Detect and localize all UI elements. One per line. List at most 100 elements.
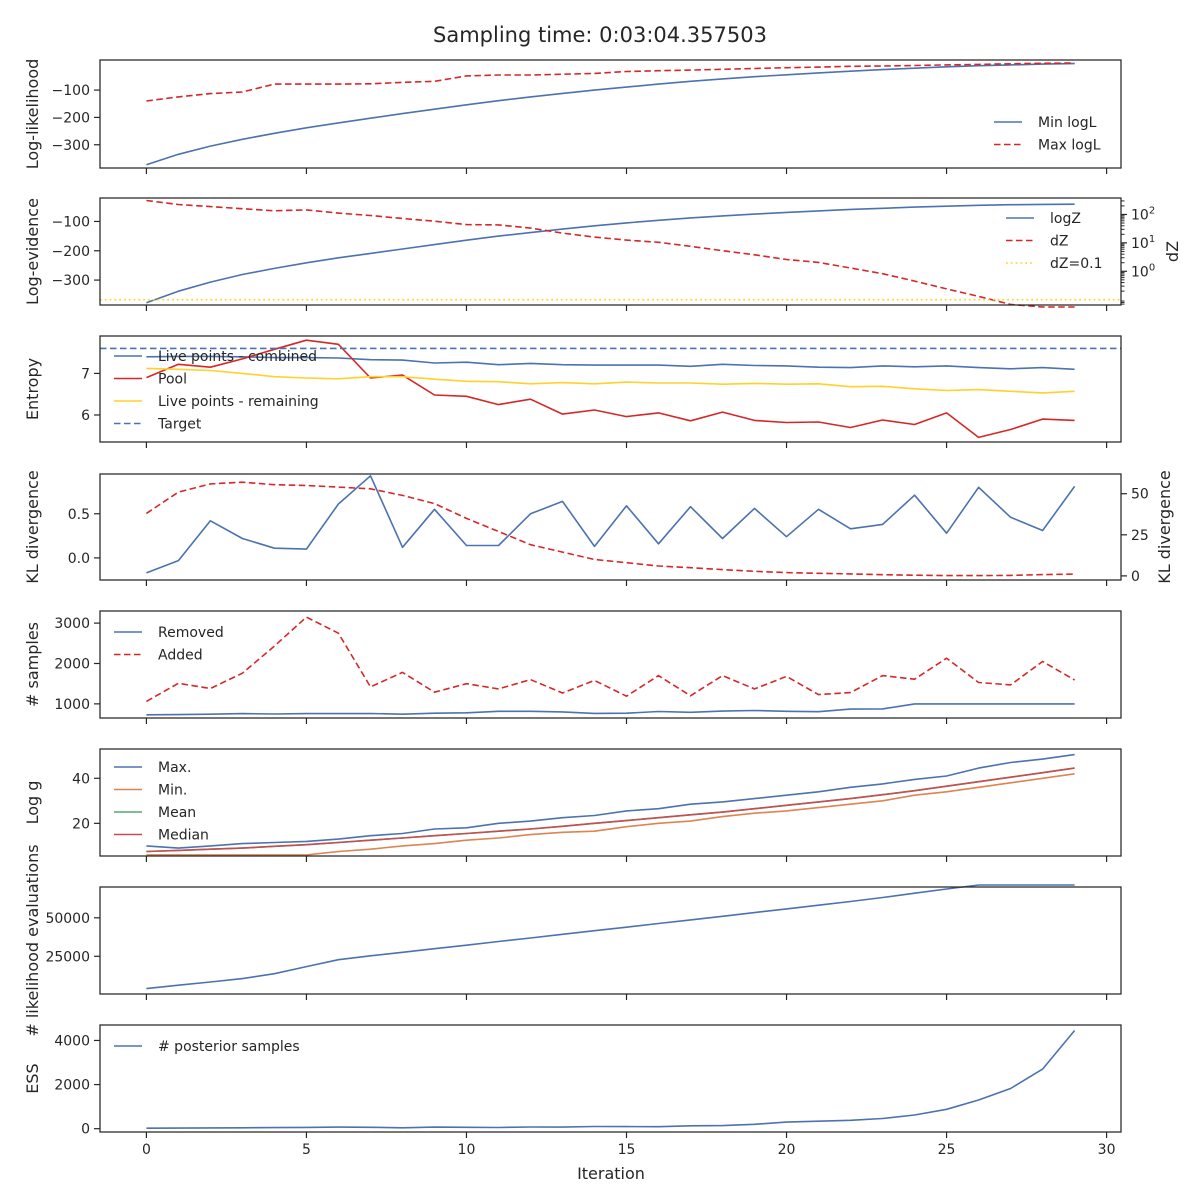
logg-ytick-label: 40 — [72, 771, 90, 787]
logevidence-ylabel: Log-evidence — [23, 198, 42, 305]
xtick-label: 0 — [142, 1142, 151, 1158]
evals-ytick-label: 50000 — [45, 911, 90, 927]
entropy-ytick-label: 7 — [81, 366, 90, 382]
logg-ytick-label: 20 — [72, 816, 90, 832]
ess-legend-label: # posterior samples — [158, 1039, 300, 1055]
evals-ylabel: # likelihood evaluations — [23, 844, 42, 1036]
logevidence-y2tick-label: 100 — [1131, 262, 1155, 280]
loglikelihood-ytick-label: −100 — [52, 83, 90, 99]
kl-series-1 — [145, 481, 1075, 577]
entropy-ylabel: Entropy — [23, 358, 42, 420]
samples-ytick-label: 1000 — [54, 697, 90, 713]
ess-legend: # posterior samples — [114, 1039, 300, 1055]
logg-plot-area — [146, 753, 1075, 856]
logevidence-series-logz — [146, 203, 1075, 304]
loglikelihood-legend-label: Max logL — [1038, 138, 1101, 154]
entropy-series-live-points-combined — [146, 355, 1075, 371]
entropy-series-live-points-remaining — [146, 367, 1075, 394]
xtick-label: 15 — [618, 1142, 636, 1158]
ess-ytick-label: 0 — [81, 1122, 90, 1138]
logg-legend: Max. Min. Mean Median — [114, 760, 209, 844]
kl-ylabel: KL divergence — [23, 470, 42, 583]
logg-series-mean — [146, 767, 1075, 853]
panel-loglikelihood: −100 −200 −300 Log-likelihood Min logL Max lo… — [23, 59, 1122, 174]
samples-frame — [99, 610, 1122, 719]
loglikelihood-ylabel: Log-likelihood — [23, 59, 42, 170]
kl-y2tick-label: 25 — [1131, 528, 1149, 544]
kl-y2tick-label: 50 — [1131, 487, 1149, 503]
ess-ytick-label: 4000 — [54, 1033, 90, 1049]
panel-ess: 0 2000 4000 0 5 10 15 20 25 30 ESS # posterior samp… — [23, 1024, 1122, 1158]
entropy-plot-area — [100, 339, 1121, 439]
logevidence-ytick-label: −100 — [52, 214, 90, 230]
xtick-label: 25 — [938, 1142, 956, 1158]
samples-ytick-label: 2000 — [54, 656, 90, 672]
logevidence-ytick-label: −200 — [52, 244, 90, 260]
logg-frame — [99, 748, 1122, 857]
panel-kl: 0.0 0.5 0 25 50 KL divergence KL divergence — [23, 470, 1174, 586]
samples-ytick-label: 3000 — [54, 616, 90, 632]
entropy-ytick-label: 6 — [81, 408, 90, 424]
evals-series-0 — [146, 884, 1075, 990]
loglikelihood-frame — [99, 59, 1122, 169]
loglikelihood-legend: Min logL Max logL — [994, 115, 1101, 154]
loglikelihood-ytick-label: −300 — [52, 138, 90, 154]
xtick-label: 30 — [1098, 1142, 1116, 1158]
panel-logg: 20 40 Log g Max. Min. Mean Median — [23, 748, 1122, 862]
logg-legend-label: Min. — [158, 783, 187, 799]
ess-ylabel: ESS — [23, 1063, 42, 1093]
figure-title: Sampling time: 0:03:04.357503 — [433, 23, 767, 47]
xtick-label: 20 — [778, 1142, 796, 1158]
samples-legend-label: Removed — [158, 625, 224, 641]
kl-y2label: KL divergence — [1155, 470, 1174, 583]
ess-ytick-label: 2000 — [54, 1078, 90, 1094]
evals-plot-area — [146, 884, 1075, 990]
logevidence-legend-label: logZ — [1050, 211, 1081, 227]
entropy-legend: Live points - combined Pool Live points - … — [114, 349, 319, 433]
logg-series-min- — [146, 773, 1075, 856]
logevidence-ytick-label: −300 — [52, 273, 90, 289]
evals-frame — [99, 886, 1122, 995]
logg-legend-label: Mean — [158, 805, 196, 821]
samples-legend-label: Added — [158, 648, 203, 664]
logevidence-series-dz — [146, 199, 1075, 308]
xtick-label: 10 — [458, 1142, 476, 1158]
logg-series-median — [146, 767, 1075, 853]
panel-evals: 25000 50000# likelihood evaluations — [23, 844, 1122, 1037]
panel-samples: 1000 2000 3000 # samples Removed Added — [23, 610, 1122, 724]
loglikelihood-series-max-logl — [146, 62, 1075, 102]
entropy-series-pool — [146, 339, 1075, 439]
xtick-label: 5 — [302, 1142, 311, 1158]
loglikelihood-ytick-label: −200 — [52, 110, 90, 126]
logevidence-frame — [99, 197, 1122, 306]
logevidence-legend: logZ dZ dZ=0.1 — [1006, 211, 1102, 272]
entropy-frame — [99, 335, 1122, 443]
logevidence-y2label: dZ — [1163, 241, 1182, 262]
loglikelihood-plot-area — [146, 62, 1075, 166]
logevidence-legend-label: dZ — [1050, 234, 1068, 250]
panels: −100 −200 −300 Log-likelihood Min logL Max lo… — [23, 59, 1182, 1158]
kl-frame — [99, 473, 1122, 581]
kl-plot-area — [145, 474, 1076, 577]
entropy-legend-label: Target — [157, 417, 202, 433]
logevidence-plot-area — [100, 199, 1121, 308]
logevidence-legend-label: dZ=0.1 — [1050, 256, 1102, 272]
samples-legend: Removed Added — [114, 625, 224, 664]
kl-ytick-label: 0.5 — [68, 507, 90, 523]
logg-legend-label: Median — [158, 828, 209, 844]
samples-ylabel: # samples — [23, 622, 42, 707]
x-axis-label: Iteration — [577, 1164, 645, 1183]
ess-series--posterior-samples — [146, 1029, 1076, 1129]
kl-ytick-label: 0.0 — [68, 551, 90, 567]
entropy-legend-label: Live points - combined — [158, 349, 317, 365]
kl-y2tick-label: 0 — [1131, 569, 1140, 585]
entropy-legend-label: Pool — [158, 372, 187, 388]
evals-ytick-label: 25000 — [45, 949, 90, 965]
loglikelihood-series-min-logl — [146, 62, 1075, 166]
logevidence-y2tick-label: 102 — [1131, 205, 1155, 223]
ess-frame — [99, 1024, 1122, 1133]
logg-ylabel: Log g — [23, 781, 42, 825]
kl-series-0 — [146, 474, 1076, 574]
